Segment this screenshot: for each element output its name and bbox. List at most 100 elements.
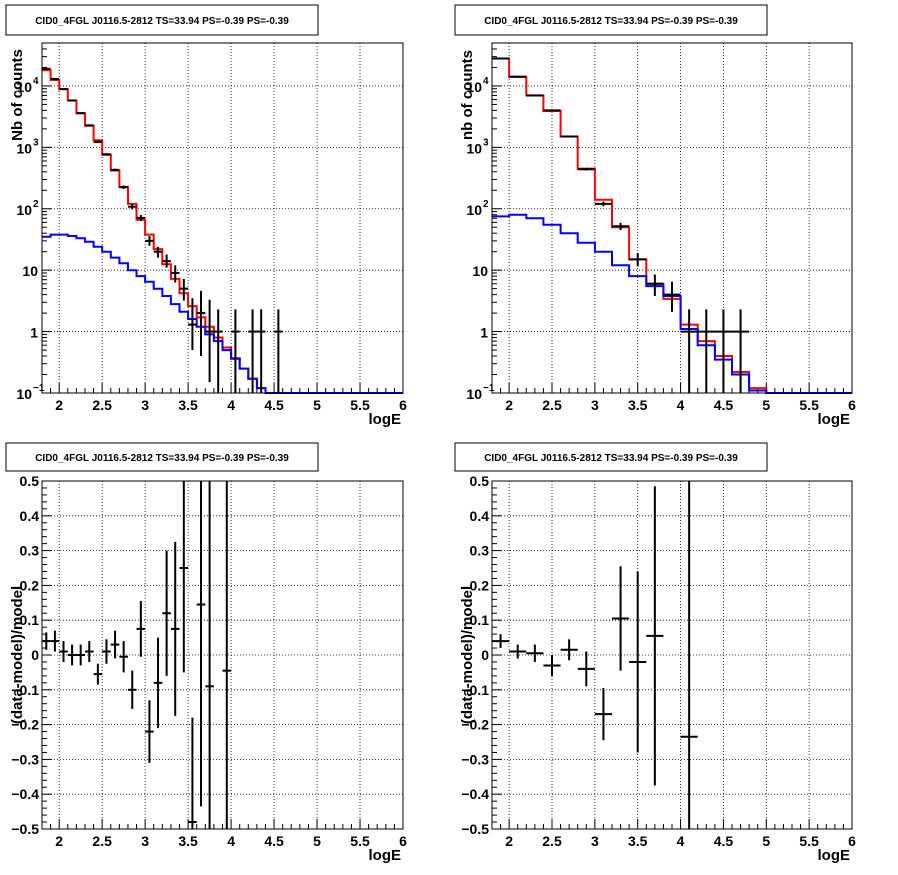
x-tick-label: 3.5 [178,397,198,413]
y-tick-label: 10 [16,79,32,95]
x-tick-label: 6 [399,397,407,413]
y-axis-label: nb of counts [459,50,476,140]
y-tick-label: −0.1 [461,682,489,698]
data-point [110,168,120,172]
data-point [196,481,206,807]
x-axis-label: logE [818,411,851,428]
title-box [454,4,768,36]
y-axis-label: (data-model)/model [9,586,26,724]
x-tick-label: 4.5 [714,833,734,849]
y-tick-label: 1 [30,325,38,341]
data-point [594,688,612,741]
y-tick-exponent: 4 [33,76,39,87]
data-point [179,481,189,673]
y-tick-label: 0.4 [470,508,490,524]
data-point [110,630,120,659]
data-point [127,670,137,709]
data-point [59,88,68,91]
y-tick-label: 0.5 [20,473,40,489]
data-point [646,274,664,296]
data-point [136,215,146,222]
y-tick-label: −0.5 [461,821,489,837]
data-point [127,204,137,210]
data-point [84,124,94,127]
data-point [93,663,103,685]
x-tick-label: 3 [141,833,149,849]
y-tick-label: 0.2 [20,577,40,593]
data-point [76,112,85,115]
data-point [145,236,154,246]
data-point [222,481,232,829]
y-tick-exponent: 4 [483,76,489,87]
y-tick-label: −0.3 [461,751,489,767]
x-tick-label: 4.5 [714,397,734,413]
x-axis-label: logE [369,847,402,864]
x-tick-label: 4 [227,397,235,413]
data-point [646,486,664,786]
data-point [162,254,171,268]
data-point [577,651,595,687]
x-tick-label: 3 [591,833,599,849]
data-point [509,75,527,78]
y-tick-exponent: −1 [33,383,45,394]
plot-frame [491,42,853,394]
data-point [179,278,189,301]
x-tick-label: 3 [141,397,149,413]
x-tick-label: 5 [762,397,770,413]
x-tick-label: 5 [313,833,321,849]
x-tick-label: 5.5 [350,397,370,413]
data-point [84,641,94,662]
y-tick-label: 0.2 [470,577,490,593]
x-tick-label: 3.5 [628,397,648,413]
data-point [560,639,578,661]
y-tick-label: 10 [466,79,482,95]
data-point [594,201,612,207]
data-point [680,481,698,829]
title-box [454,442,768,472]
data-point [231,309,240,393]
y-tick-exponent: 2 [33,199,39,210]
data-point [205,481,214,829]
data-point [526,644,544,662]
y-tick-label: 0.3 [20,543,40,559]
data-point [213,309,223,393]
data-point [612,566,630,671]
data-point [50,630,60,652]
data-point [119,185,128,189]
y-tick-exponent: 2 [483,199,489,210]
data-point [76,644,85,666]
data-point [560,135,578,138]
data-point [136,601,146,657]
data-point [59,641,68,662]
data-point [42,632,51,650]
x-tick-label: 4 [227,833,235,849]
y-tick-label: 0.5 [470,473,490,489]
x-tick-label: 2 [505,397,513,413]
y-tick-label: 10 [16,202,32,218]
data-point [663,281,681,312]
x-tick-label: 6 [399,833,407,849]
data-point [714,309,732,393]
x-tick-label: 4 [677,397,685,413]
y-tick-label: 0 [31,647,39,663]
chart-panel-1: CID0_4FGL J0116.5-2812 TS=33.94 PS=-0.39… [5,4,407,428]
chart-title: CID0_4FGL J0116.5-2812 TS=33.94 PS=-0.39… [35,16,289,27]
data-point [188,717,197,829]
chart-panel-3: CID0_4FGL J0116.5-2812 TS=33.94 PS=-0.39… [5,442,407,864]
data-point [248,309,257,393]
y-axis-label: Nb of counts [9,49,26,141]
data-point [543,655,561,676]
data-point [145,700,154,763]
y-tick-label: 10 [22,263,38,279]
data-point [170,541,180,716]
x-tick-label: 5.5 [799,833,819,849]
data-point [256,309,266,393]
data-point [93,140,103,143]
x-tick-label: 4.5 [264,833,284,849]
y-tick-label: 10 [466,202,482,218]
y-tick-label: −0.1 [11,682,39,698]
data-point [188,298,197,351]
x-tick-label: 2.5 [542,833,562,849]
title-box [5,4,319,36]
x-tick-label: 3 [591,397,599,413]
